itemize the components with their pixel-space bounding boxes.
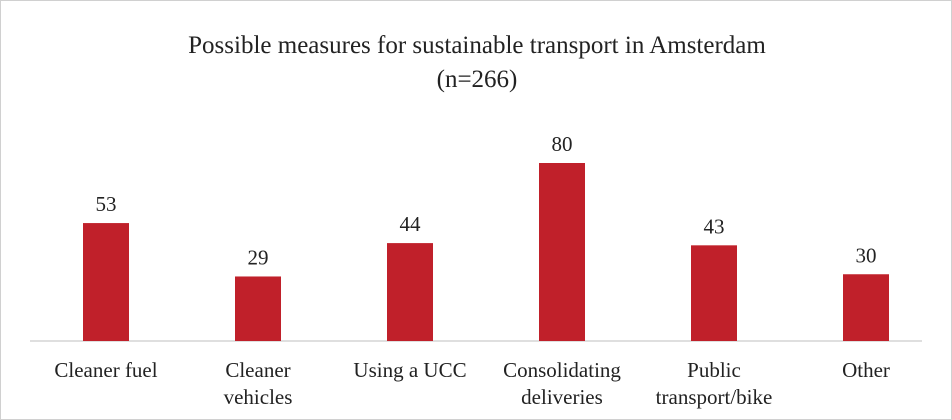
value-label: 30	[856, 243, 877, 267]
bar	[387, 243, 433, 341]
value-label: 29	[248, 245, 269, 269]
x-tick-label: Other	[842, 358, 890, 382]
bar	[83, 223, 129, 341]
bar	[691, 245, 737, 341]
value-label: 53	[96, 192, 117, 216]
x-tick-label: Public transport/bike	[655, 358, 773, 409]
x-tick-label: Consolidating deliveries	[503, 358, 621, 409]
bar	[539, 163, 585, 341]
bar	[843, 274, 889, 341]
value-label: 80	[552, 132, 573, 156]
chart-subtitle: (n=266)	[437, 66, 518, 93]
x-tick-label: Using a UCC	[353, 358, 467, 382]
x-tick-label: Cleaner fuel	[54, 358, 158, 382]
chart-title: Possible measures for sustainable transp…	[188, 32, 766, 59]
value-label: 43	[704, 214, 725, 238]
bar	[235, 276, 281, 341]
x-tick-label: Cleaner vehicles	[223, 358, 293, 409]
value-label: 44	[400, 212, 422, 236]
